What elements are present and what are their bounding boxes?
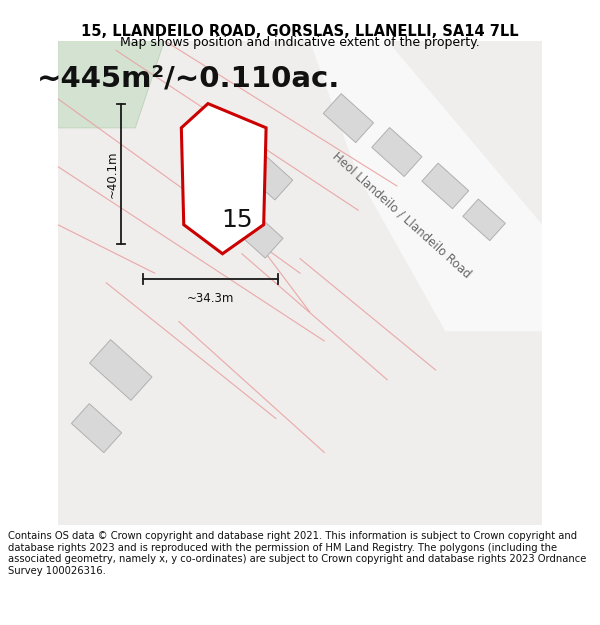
Polygon shape xyxy=(422,163,469,209)
Text: Contains OS data © Crown copyright and database right 2021. This information is : Contains OS data © Crown copyright and d… xyxy=(8,531,586,576)
Text: ~40.1m: ~40.1m xyxy=(106,150,119,198)
Polygon shape xyxy=(58,41,164,128)
Polygon shape xyxy=(372,127,422,176)
Polygon shape xyxy=(323,94,374,142)
Polygon shape xyxy=(235,211,283,258)
Polygon shape xyxy=(89,339,152,401)
Polygon shape xyxy=(310,41,542,331)
Text: 15: 15 xyxy=(221,208,253,232)
Text: 15, LLANDEILO ROAD, GORSLAS, LLANELLI, SA14 7LL: 15, LLANDEILO ROAD, GORSLAS, LLANELLI, S… xyxy=(81,24,519,39)
Polygon shape xyxy=(71,404,122,452)
Text: Heol Llandeilo / Llandeilo Road: Heol Llandeilo / Llandeilo Road xyxy=(330,149,473,281)
Polygon shape xyxy=(463,199,505,241)
Text: Map shows position and indicative extent of the property.: Map shows position and indicative extent… xyxy=(120,36,480,49)
Text: ~34.3m: ~34.3m xyxy=(187,292,234,306)
Text: ~445m²/~0.110ac.: ~445m²/~0.110ac. xyxy=(37,65,340,93)
Polygon shape xyxy=(181,104,266,254)
Polygon shape xyxy=(244,152,293,200)
